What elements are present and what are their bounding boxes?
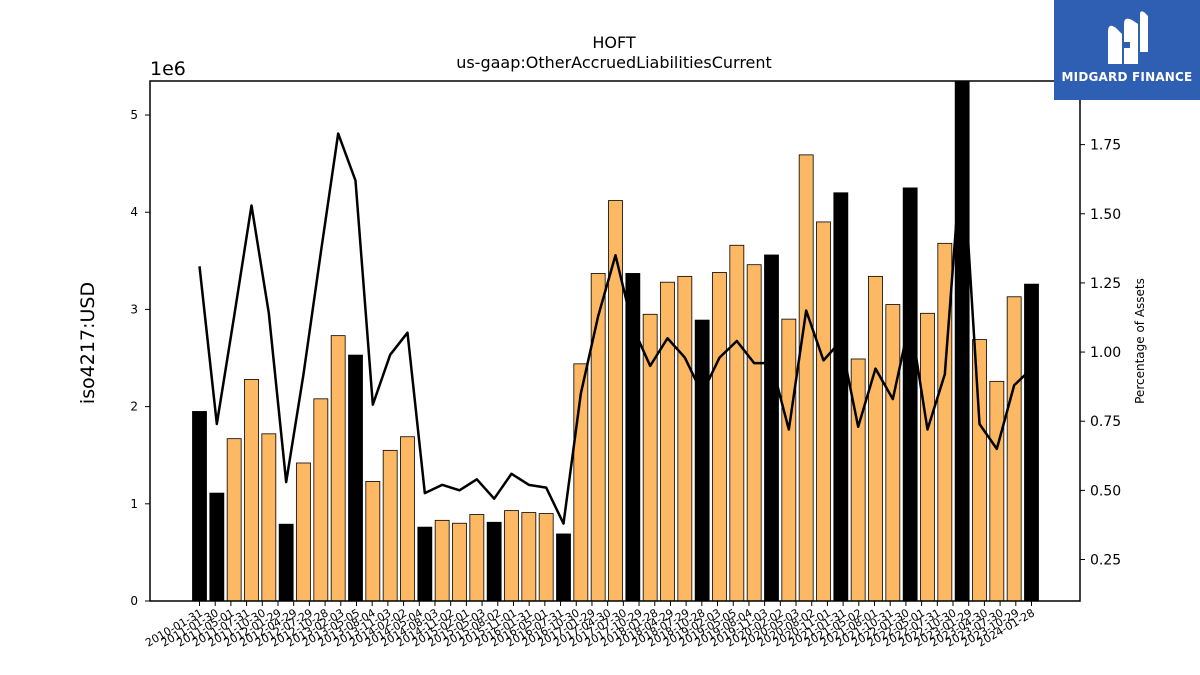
y-tick-right-label: 1.50 <box>1090 207 1121 223</box>
y-tick-label: 1 <box>130 497 138 511</box>
annual-bar <box>833 192 849 602</box>
annual-bar <box>694 319 710 602</box>
quarter-bar <box>330 335 346 602</box>
quarter-bar <box>365 481 381 602</box>
quarter-bar <box>746 264 762 602</box>
y-tick-right-label: 0.50 <box>1090 483 1121 499</box>
quarter-bar <box>521 512 537 602</box>
quarter-bar <box>313 398 329 602</box>
quarter-bar <box>816 221 831 602</box>
quarter-bar <box>712 272 727 602</box>
y-tick-label: 4 <box>130 205 138 219</box>
quarter-bar <box>590 273 606 602</box>
y-tick-right-label: 0.75 <box>1090 414 1121 430</box>
chart-subtitle: us-gaap:OtherAccruedLiabilitiesCurrent <box>456 53 772 72</box>
annual-bar <box>1024 283 1039 602</box>
annual-bar <box>556 533 571 602</box>
quarter-bar <box>538 513 554 602</box>
logo-mark-icon <box>1108 11 1148 65</box>
quarter-bar <box>868 275 883 602</box>
annual-bar <box>417 526 433 602</box>
quarter-bar <box>469 514 485 602</box>
annual-bar <box>348 354 363 602</box>
quarter-bar <box>504 510 519 602</box>
y-scale-label: 1e6 <box>150 58 186 80</box>
y-axis-label: iso4217:USD <box>77 282 99 404</box>
quarter-bar <box>1006 296 1022 602</box>
annual-bar <box>278 523 294 602</box>
axes-layer: 0123450.250.500.751.001.251.501.752010-0… <box>130 80 1121 650</box>
annual-bar <box>209 492 225 602</box>
quarter-bar <box>608 200 623 602</box>
y-tick-right-label: 1.00 <box>1090 345 1121 361</box>
quarter-bar <box>244 378 259 602</box>
annual-bar <box>764 254 779 602</box>
y-tick-right-label: 1.75 <box>1090 138 1121 154</box>
quarter-bar <box>989 380 1005 602</box>
quarter-bar <box>434 519 450 602</box>
quarter-bar <box>677 275 693 602</box>
y-tick-label: 5 <box>130 108 138 122</box>
annual-bar <box>486 521 502 602</box>
annual-bar <box>192 411 207 602</box>
y-tick-label: 0 <box>130 594 138 608</box>
quarter-bar <box>850 358 866 602</box>
quarter-bar <box>226 438 242 602</box>
chart-title: HOFT <box>592 33 636 52</box>
bars-layer <box>192 80 1039 602</box>
annual-bar <box>902 187 918 602</box>
quarter-bar <box>261 433 277 602</box>
y-tick-right-label: 1.25 <box>1090 276 1121 292</box>
y-tick-label: 2 <box>130 400 138 414</box>
quarter-bar <box>729 244 745 602</box>
brand-logo: MIDGARD FINANCE <box>1054 0 1200 100</box>
quarter-bar <box>452 522 467 602</box>
y-tick-right-label: 0.25 <box>1090 553 1121 569</box>
quarter-bar <box>400 436 415 602</box>
quarter-bar <box>781 318 797 602</box>
plot-frame <box>149 80 1081 602</box>
quarter-bar <box>296 462 311 602</box>
line-layer <box>198 132 1033 525</box>
quarter-bar <box>798 154 814 602</box>
quarter-bar <box>382 449 398 602</box>
logo-text: MIDGARD FINANCE <box>1061 70 1193 84</box>
quarter-bar <box>885 304 901 602</box>
y-axis-label-right: Percentage of Assets <box>1133 278 1147 404</box>
quarter-bar <box>972 339 987 602</box>
percentage-of-assets-line <box>198 132 1033 525</box>
y-tick-label: 3 <box>130 302 138 316</box>
quarter-bar <box>920 312 935 602</box>
quarter-bar <box>660 281 675 602</box>
